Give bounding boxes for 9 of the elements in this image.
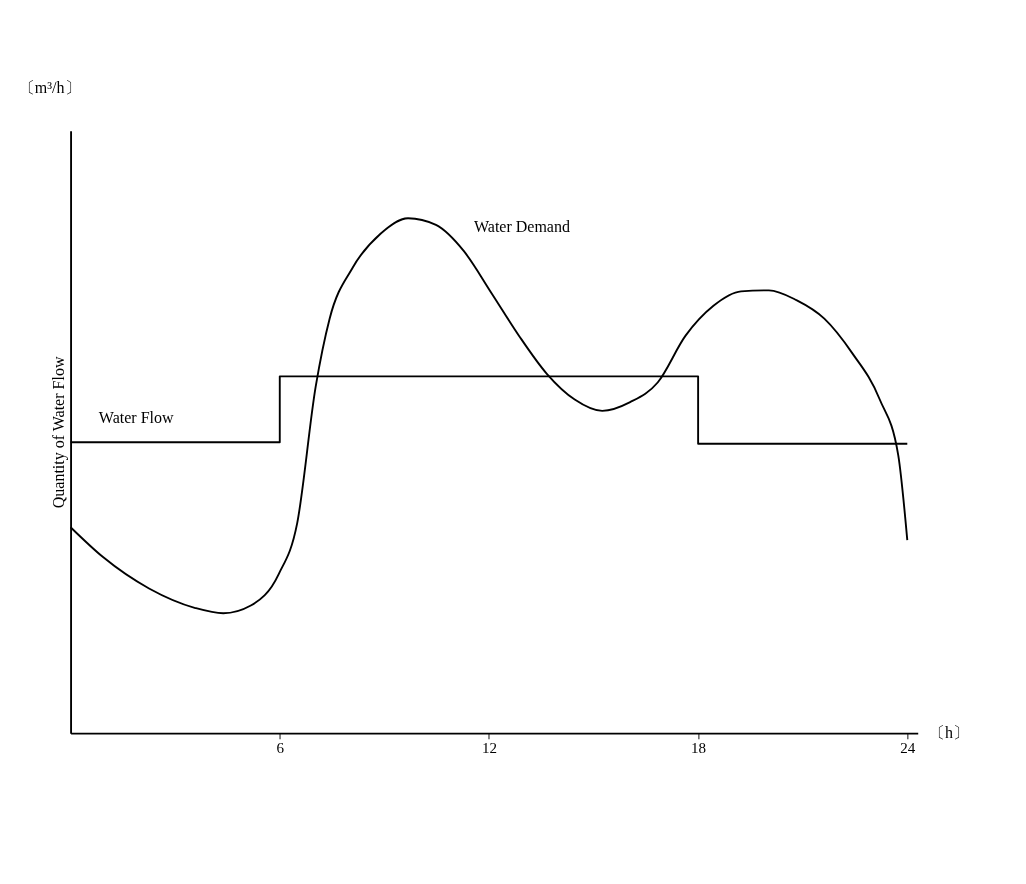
x-tick-label: 18 <box>691 740 707 757</box>
x-tick-label: 6 <box>276 740 285 757</box>
x-tick-label: 12 <box>481 740 497 757</box>
x-axis-title: 〔h〕 <box>929 723 970 741</box>
x-tick-label: 24 <box>900 740 916 757</box>
y-axis-title: Quantity of Water Flow <box>49 356 68 509</box>
text: 〔m³/h〕 <box>18 79 81 97</box>
series-label: Water Demand <box>473 218 570 236</box>
series-label: Water Flow <box>98 409 174 427</box>
